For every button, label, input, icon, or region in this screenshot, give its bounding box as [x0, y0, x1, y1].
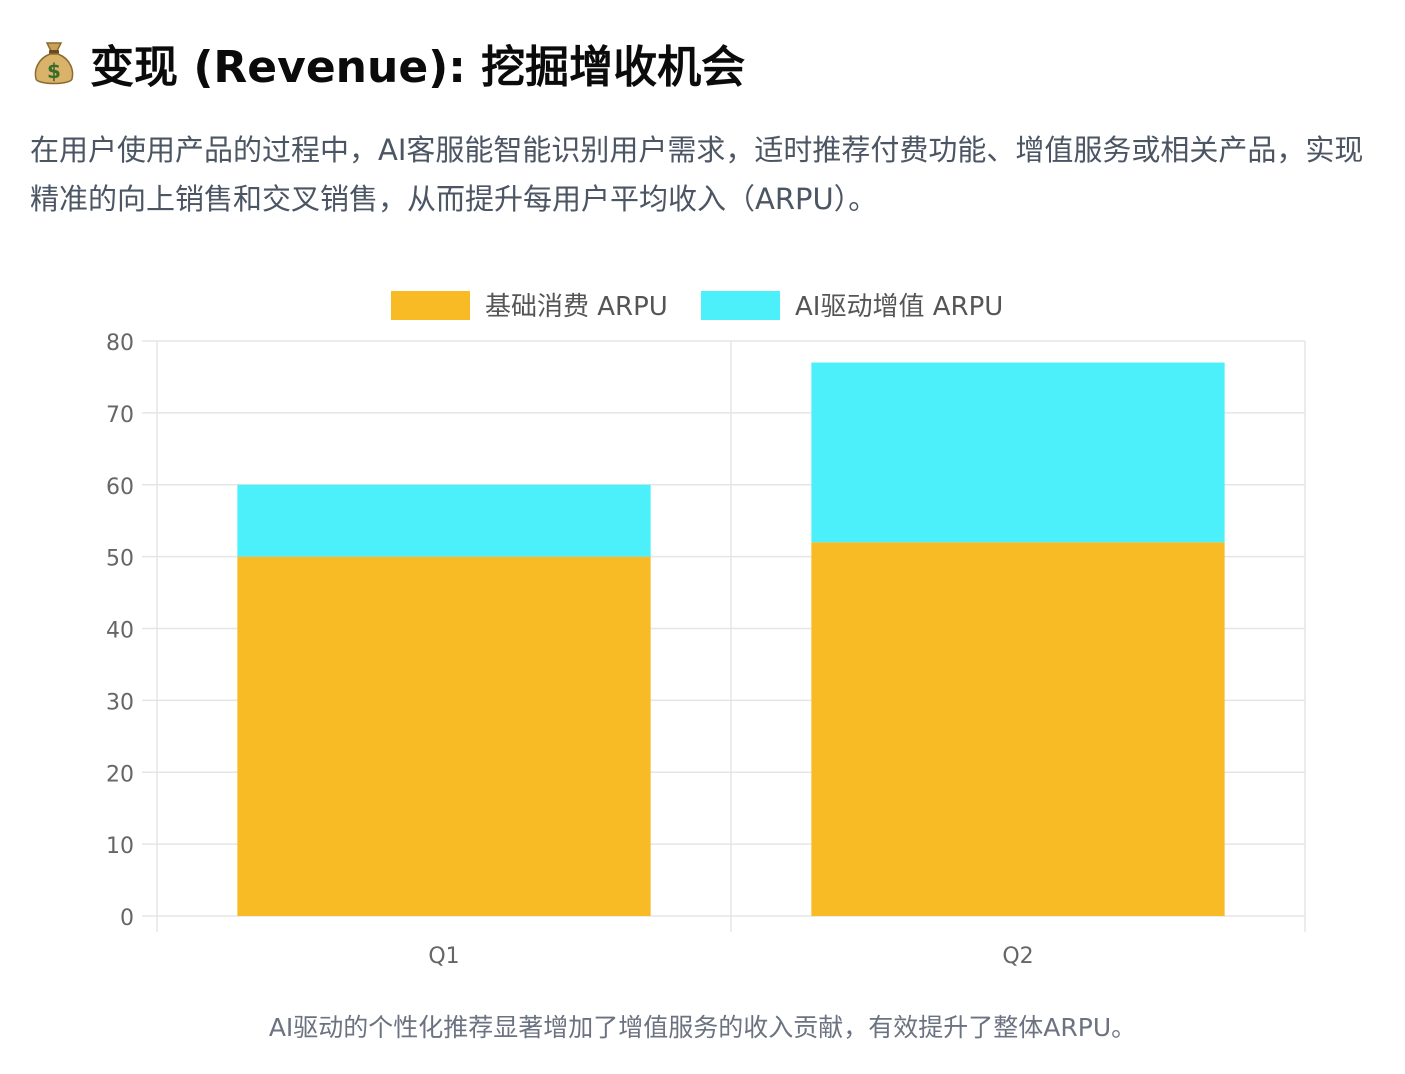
bar-q2-series-1[interactable]: [811, 542, 1225, 916]
title-text: 变现 (Revenue): 挖掘增收机会: [90, 42, 746, 93]
y-tick-label: 20: [106, 762, 134, 787]
bar-q2-series-2[interactable]: [811, 362, 1225, 543]
description-text: 在用户使用产品的过程中，AI客服能智能识别用户需求，适时推荐付费功能、增值服务或…: [30, 133, 1364, 216]
y-tick-label: 0: [120, 906, 134, 931]
bar-q1-series-2[interactable]: [237, 484, 651, 557]
money-bag-icon: $: [32, 39, 76, 87]
legend-swatch[interactable]: [701, 291, 780, 320]
page-title: $ 变现 (Revenue): 挖掘增收机会: [32, 30, 745, 96]
svg-text:$: $: [47, 59, 61, 83]
stacked-bar-chart: 0 10 20 30 40 50 60 70 80 Q1 Q2 基础消费 ARPU AI驱动增值 ARP…: [106, 291, 1306, 969]
y-tick-label: 30: [106, 690, 134, 715]
chart-caption: AI驱动的个性化推荐显著增加了增值服务的收入贡献，有效提升了整体ARPU。: [268, 1013, 1137, 1042]
legend-swatch[interactable]: [391, 291, 470, 320]
x-tick-label: Q1: [428, 944, 459, 969]
y-tick-label: 70: [106, 403, 134, 428]
y-tick-label: 40: [106, 619, 134, 644]
y-tick-label: 60: [106, 475, 134, 500]
legend-label[interactable]: 基础消费 ARPU: [485, 292, 668, 322]
x-tick-label: Q2: [1002, 944, 1033, 969]
bar-q1-series-1[interactable]: [237, 556, 651, 916]
legend-label[interactable]: AI驱动增值 ARPU: [795, 292, 1003, 322]
y-tick-label: 50: [106, 547, 134, 572]
y-tick-label: 10: [106, 834, 134, 859]
y-tick-label: 80: [106, 331, 134, 356]
